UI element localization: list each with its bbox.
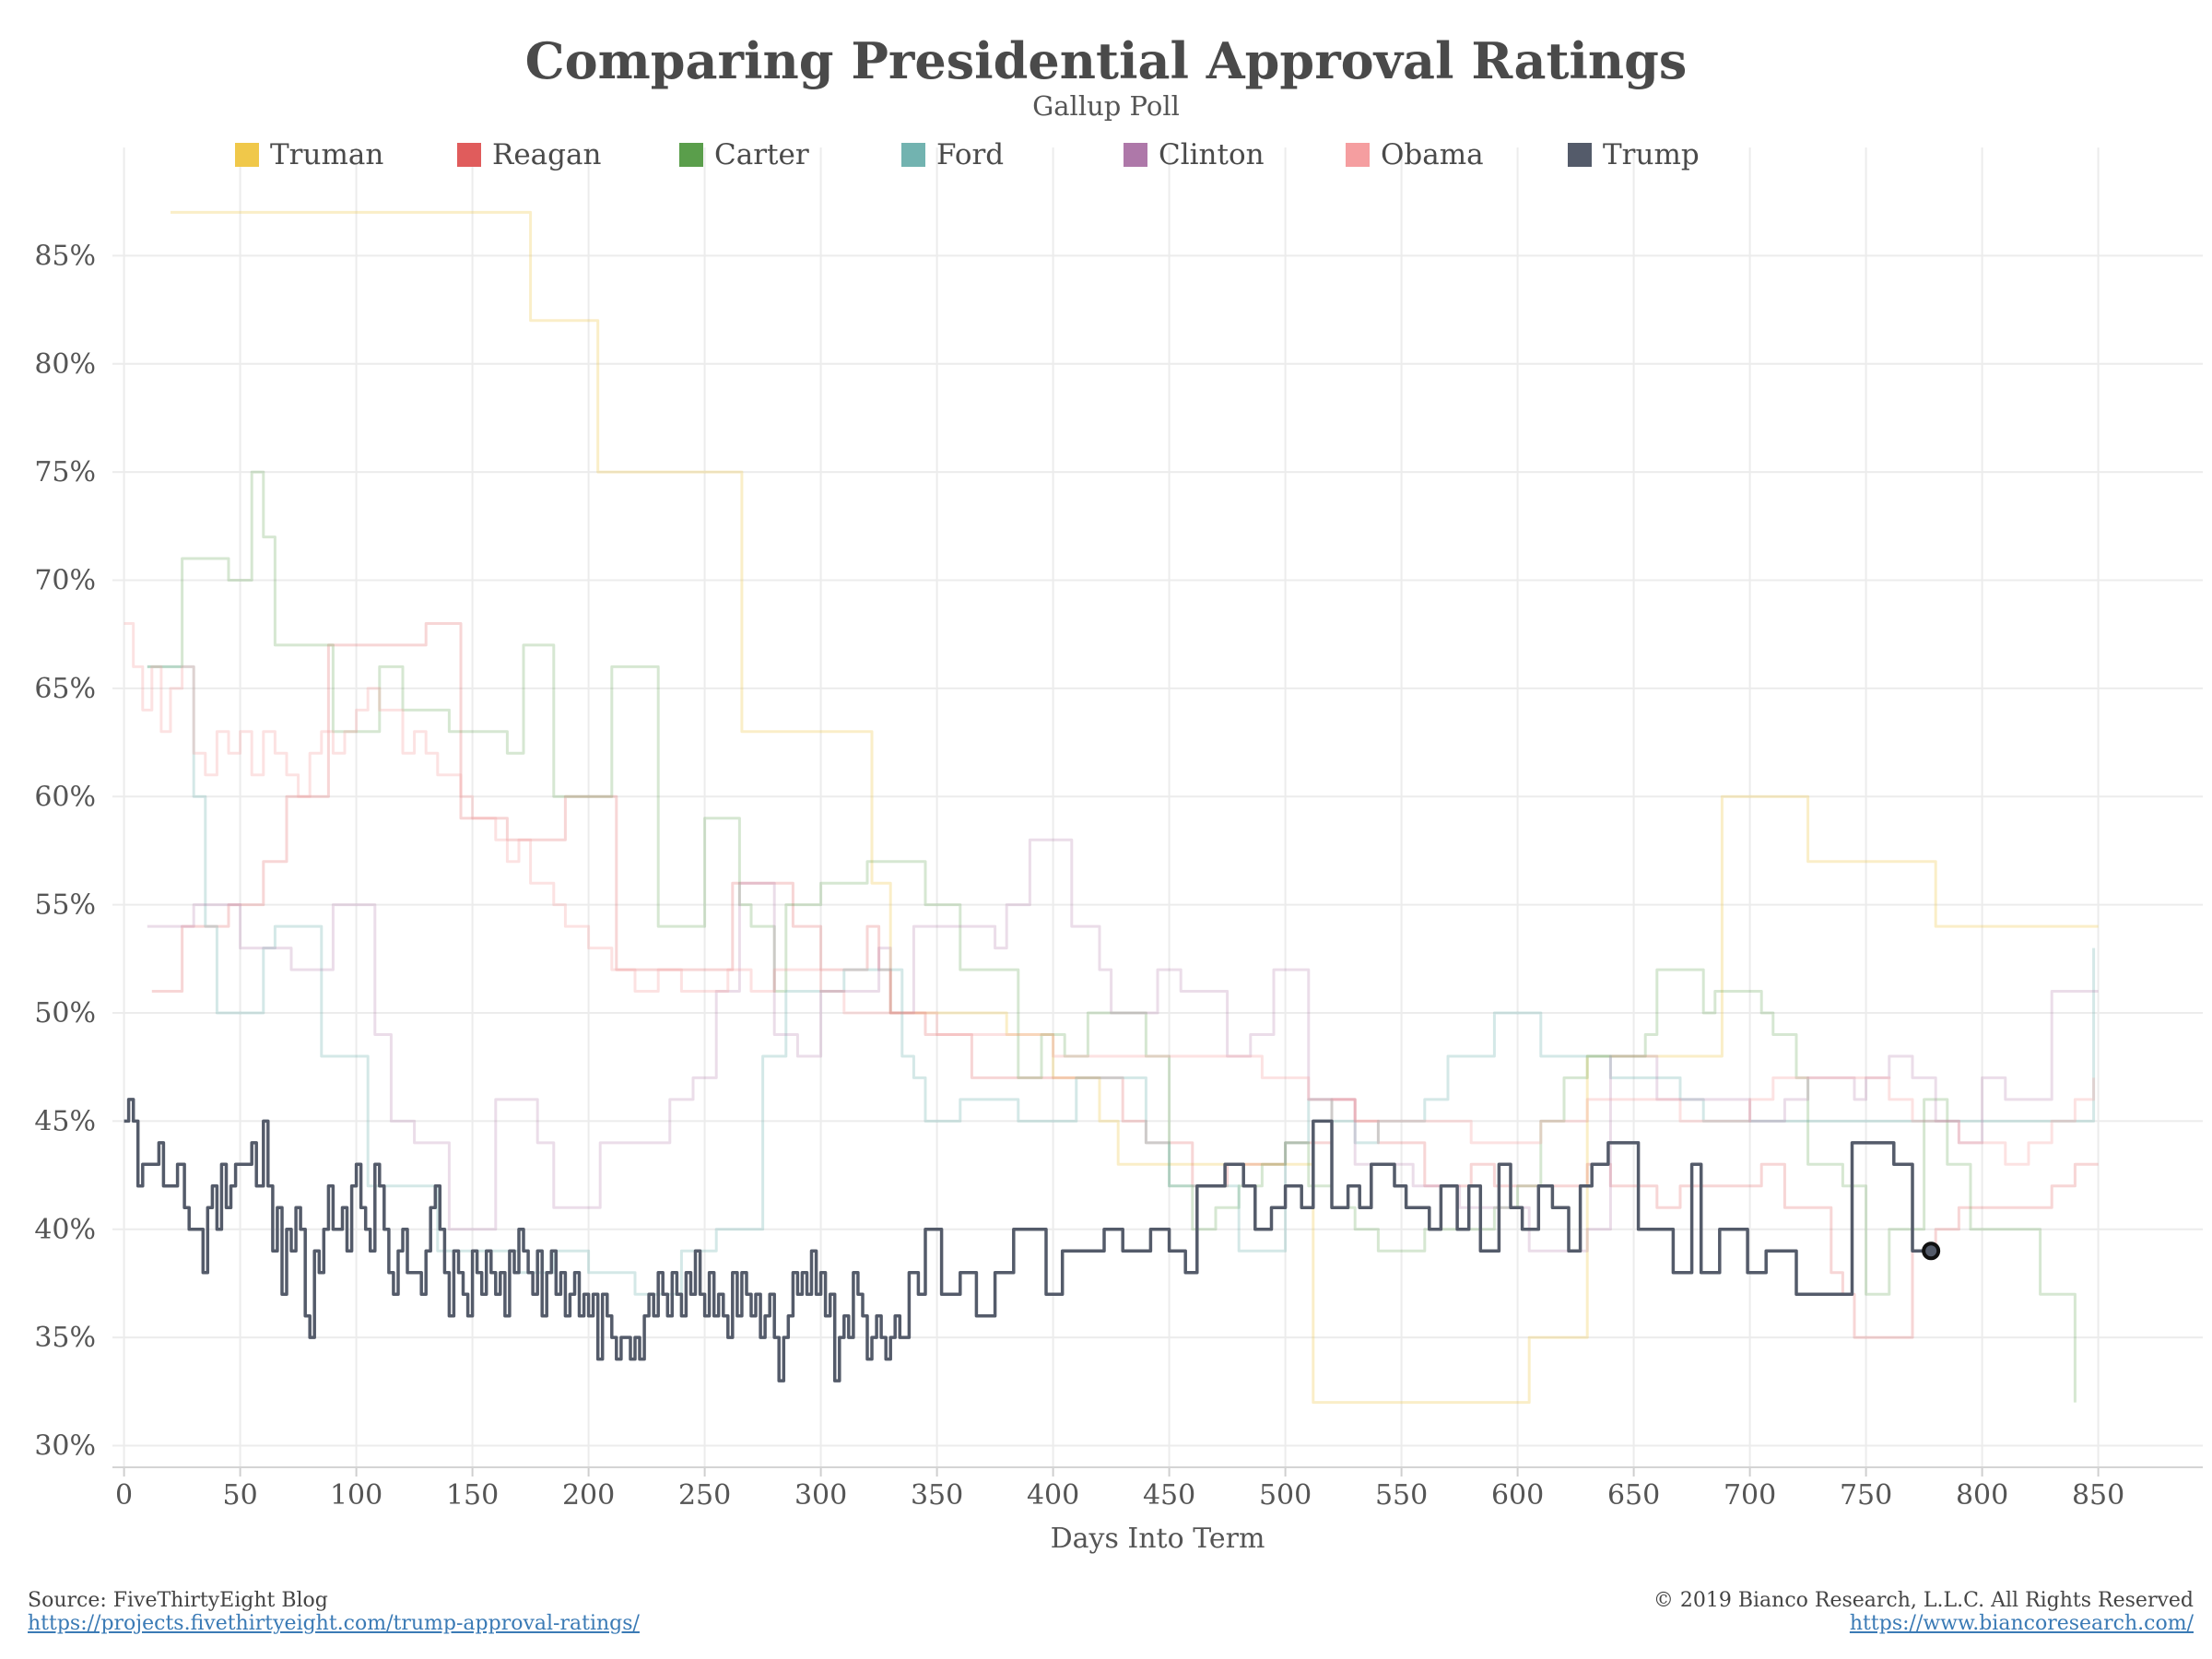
copyright-block: © 2019 Bianco Research, L.L.C. All Right…	[1653, 1589, 2194, 1635]
x-tick-label: 800	[1956, 1479, 2008, 1512]
x-tick-label: 550	[1375, 1479, 1428, 1512]
legend: Truman Reagan Carter Ford Clinton Obama Trump	[0, 138, 2212, 175]
copyright-text: © 2019 Bianco Research, L.L.C. All Right…	[1653, 1589, 2194, 1612]
legend-item-obama: Obama	[1346, 138, 1484, 171]
x-tick-label: 0	[115, 1479, 133, 1512]
legend-item-reagan: Reagan	[457, 138, 601, 171]
series-line-reagan	[151, 622, 2099, 1339]
series-lines	[124, 210, 2099, 1405]
y-tick-label: 35%	[34, 1322, 96, 1354]
x-tick-label: 150	[446, 1479, 499, 1512]
y-tick-label: 70%	[34, 565, 96, 597]
legend-item-ford: Ford	[901, 138, 1004, 171]
series-line-carter	[147, 470, 2077, 1403]
y-tick-label: 75%	[34, 456, 96, 488]
y-tick-label: 80%	[34, 348, 96, 381]
legend-swatch	[1124, 143, 1147, 167]
series-line-trump	[124, 1098, 1932, 1382]
x-tick-label: 50	[223, 1479, 258, 1512]
site-link[interactable]: https://www.biancoresearch.com/	[1849, 1612, 2194, 1635]
legend-label: Ford	[936, 138, 1005, 171]
y-tick-label: 40%	[34, 1214, 96, 1246]
x-tick-label: 500	[1259, 1479, 1312, 1512]
legend-label: Reagan	[492, 138, 602, 171]
x-tick-label: 700	[1724, 1479, 1776, 1512]
x-tick-label: 400	[1027, 1479, 1079, 1512]
trump-endpoint-marker	[1922, 1241, 1941, 1261]
y-tick-label: 60%	[34, 781, 96, 813]
legend-label: Clinton	[1159, 138, 1265, 171]
y-tick-label: 30%	[34, 1430, 96, 1463]
x-tick-label: 750	[1840, 1479, 1892, 1512]
x-tick-label: 350	[911, 1479, 963, 1512]
legend-label: Carter	[714, 138, 809, 171]
y-tick-label: 45%	[34, 1105, 96, 1137]
source-link[interactable]: https://projects.fivethirtyeight.com/tru…	[28, 1612, 640, 1635]
x-tick-label: 650	[1607, 1479, 1660, 1512]
legend-label: Trump	[1603, 138, 1700, 171]
y-tick-label: 85%	[34, 240, 96, 272]
endpoint-marker-layer	[1922, 1241, 1941, 1261]
x-tick-label: 250	[678, 1479, 731, 1512]
legend-label: Obama	[1381, 138, 1484, 171]
legend-item-clinton: Clinton	[1124, 138, 1265, 171]
series-line-ford	[147, 665, 2096, 1296]
x-tick-label: 850	[2072, 1479, 2124, 1512]
chart-title: Comparing Presidential Approval Ratings	[524, 31, 1688, 90]
series-line-obama	[124, 622, 2096, 1166]
legend-swatch	[679, 143, 703, 167]
legend-item-trump: Trump	[1568, 138, 1700, 171]
source-label: Source: FiveThirtyEight Blog	[28, 1589, 328, 1612]
x-tick-label: 450	[1143, 1479, 1195, 1512]
legend-swatch	[1346, 143, 1370, 167]
x-tick-label: 600	[1491, 1479, 1544, 1512]
grid-lines	[112, 147, 2203, 1467]
legend-label: Truman	[270, 138, 384, 171]
legend-swatch	[457, 143, 481, 167]
axes: 30% 35% 40% 45% 50% 55% 60% 65% 70% 75% 80% 85% 0 50 1…	[34, 240, 2203, 1512]
x-tick-label: 300	[794, 1479, 847, 1512]
y-tick-label: 55%	[34, 889, 96, 922]
x-tick-label: 200	[562, 1479, 615, 1512]
legend-swatch	[901, 143, 925, 167]
series-line-clinton	[147, 838, 2099, 1253]
legend-item-carter: Carter	[679, 138, 809, 171]
y-tick-label: 50%	[34, 997, 96, 1030]
legend-swatch	[235, 143, 259, 167]
series-line-truman	[171, 210, 2099, 1405]
legend-swatch	[1568, 143, 1592, 167]
x-tick-label: 100	[330, 1479, 382, 1512]
source-block: Source: FiveThirtyEight Blog https://pro…	[28, 1589, 640, 1635]
x-axis-label: Days Into Term	[1050, 1523, 1265, 1555]
chart-subtitle: Gallup Poll	[1032, 90, 1180, 122]
y-tick-label: 65%	[34, 673, 96, 705]
legend-item-truman: Truman	[235, 138, 383, 171]
